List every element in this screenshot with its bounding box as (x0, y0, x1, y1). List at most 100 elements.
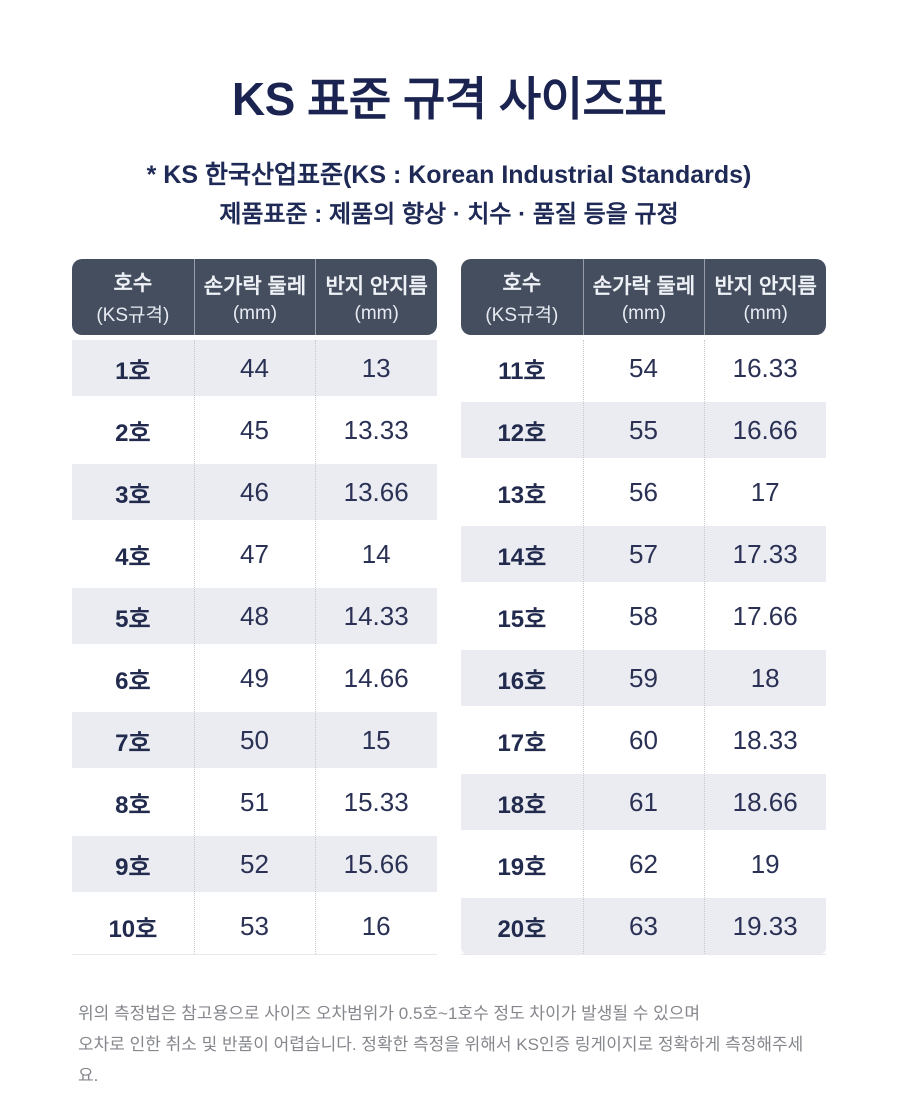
table-row: 17호 60 18.33 (461, 712, 826, 769)
subtitle-ks-definition: * KS 한국산업표준(KS : Korean Industrial Stand… (146, 161, 752, 190)
table-row: 10호 53 16 (72, 898, 437, 955)
ring-size-cell: 11호 (498, 357, 546, 385)
ring-inner-diameter-cell: 15.66 (343, 848, 409, 879)
column-header-unit: (mm) (354, 302, 399, 324)
ring-size-cell: 19호 (497, 853, 547, 881)
table-body: 11호 54 16.33 12호 55 16.66 13호 56 17 14호 57 17.33 15호… (461, 340, 826, 956)
ring-inner-diameter-cell: 16.66 (732, 414, 798, 445)
finger-circumference-cell: 54 (629, 352, 658, 383)
table-row: 6호 49 14.66 (72, 650, 437, 707)
column-header-unit: (mm) (743, 302, 788, 324)
table-row: 15호 58 17.66 (461, 588, 826, 645)
ring-inner-diameter-cell: 14.33 (343, 600, 409, 631)
table-header-row: 호수 (KS규격) 손가락 둘레 (mm) 반지 안지름 (mm) (461, 259, 826, 336)
finger-circumference-cell: 53 (240, 910, 269, 941)
table-row: 12호 55 16.66 (461, 402, 826, 459)
finger-circumference-cell: 45 (240, 414, 269, 445)
table-row: 5호 48 14.33 (72, 588, 437, 645)
ring-inner-diameter-cell: 16.33 (732, 352, 798, 383)
ring-size-table: 호수 (KS규격) 손가락 둘레 (mm) 반지 안지름 (mm) 1호 44 13 2호 45 1… (72, 259, 437, 956)
column-header-label: 손가락 둘레 (203, 274, 307, 298)
column-header-circumference: 손가락 둘레 (mm) (582, 259, 705, 336)
ring-size-cell: 16호 (497, 667, 547, 695)
ring-inner-diameter-cell: 13.66 (343, 476, 409, 507)
finger-circumference-cell: 48 (240, 600, 269, 631)
footnote-line-2: 오차로 인한 취소 및 반품이 어렵습니다. 정확한 측정을 위해서 KS인증 … (78, 1034, 804, 1085)
finger-circumference-cell: 59 (629, 662, 658, 693)
finger-circumference-cell: 44 (240, 352, 269, 383)
column-header-label: 손가락 둘레 (592, 274, 696, 298)
ring-size-cell: 3호 (115, 481, 151, 509)
finger-circumference-cell: 51 (240, 786, 269, 817)
column-divider (193, 340, 195, 955)
ring-size-cell: 13호 (497, 481, 547, 509)
ring-inner-diameter-cell: 17.66 (732, 600, 798, 631)
ring-size-cell: 17호 (497, 729, 547, 757)
column-header-diameter: 반지 안지름 (mm) (704, 259, 826, 336)
ring-size-cell: 8호 (115, 791, 151, 819)
finger-circumference-cell: 61 (629, 786, 658, 817)
ring-size-cell: 2호 (115, 419, 151, 447)
table-row: 4호 47 14 (72, 526, 437, 583)
ring-size-infographic: KS 표준 규격 사이즈표 * KS 한국산업표준(KS : Korean In… (0, 72, 898, 1093)
finger-circumference-cell: 63 (629, 910, 658, 941)
table-row: 2호 45 13.33 (72, 402, 437, 459)
ring-inner-diameter-cell: 18 (750, 662, 780, 693)
column-header-diameter: 반지 안지름 (mm) (315, 259, 437, 336)
column-header-size: 호수 (KS규격) (461, 259, 583, 335)
column-divider (704, 340, 706, 955)
table-row: 18호 61 18.66 (461, 774, 826, 831)
footnote: 위의 측정법은 참고용으로 사이즈 오차범위가 0.5호~1호수 정도 차이가 … (0, 999, 898, 1091)
footnote-line-1: 위의 측정법은 참고용으로 사이즈 오차범위가 0.5호~1호수 정도 차이가 … (78, 1004, 701, 1024)
finger-circumference-cell: 49 (240, 662, 269, 693)
ring-size-cell: 5호 (115, 605, 151, 633)
ring-size-cell: 6호 (115, 667, 151, 695)
ring-inner-diameter-cell: 14.66 (343, 662, 409, 693)
finger-circumference-cell: 60 (629, 724, 658, 755)
column-header-label: 반지 안지름 (714, 274, 817, 298)
column-divider (315, 340, 317, 955)
ring-inner-diameter-cell: 19.33 (732, 910, 798, 941)
column-header-label: 호수 (502, 272, 542, 296)
column-header-label: 호수 (113, 272, 153, 296)
ring-size-cell: 7호 (115, 729, 151, 757)
table-row: 14호 57 17.33 (461, 526, 826, 583)
ring-inner-diameter-cell: 17.33 (732, 538, 798, 569)
ring-inner-diameter-cell: 15.33 (343, 786, 409, 817)
finger-circumference-cell: 58 (629, 600, 658, 631)
column-header-label: 반지 안지름 (325, 274, 428, 298)
table-row: 19호 62 19 (461, 836, 826, 893)
size-tables-container: 호수 (KS규격) 손가락 둘레 (mm) 반지 안지름 (mm) 1호 44 13 2호 45 1… (0, 259, 898, 956)
ring-inner-diameter-cell: 14 (361, 538, 391, 569)
ring-size-cell: 12호 (497, 419, 547, 447)
ring-inner-diameter-cell: 19 (750, 848, 780, 879)
ring-inner-diameter-cell: 18.33 (732, 724, 798, 755)
ring-size-cell: 1호 (115, 357, 151, 385)
table-row: 1호 44 13 (72, 340, 437, 397)
table-row: 11호 54 16.33 (461, 340, 826, 397)
table-row: 20호 63 19.33 (461, 898, 826, 955)
ring-inner-diameter-cell: 13 (361, 352, 391, 383)
ring-size-cell: 4호 (115, 543, 151, 571)
ring-size-cell: 14호 (497, 543, 547, 571)
column-divider (582, 340, 584, 955)
finger-circumference-cell: 56 (629, 476, 658, 507)
subtitle-product-standard: 제품표준 : 제품의 향상 · 치수 · 품질 등을 규정 (219, 200, 679, 228)
ring-size-cell: 18호 (497, 791, 547, 819)
finger-circumference-cell: 62 (629, 848, 658, 879)
table-row: 7호 50 15 (72, 712, 437, 769)
finger-circumference-cell: 50 (240, 724, 269, 755)
ring-inner-diameter-cell: 13.33 (343, 414, 409, 445)
table-body: 1호 44 13 2호 45 13.33 3호 46 13.66 4호 47 14 5호 48 14.33 6… (72, 340, 437, 956)
column-header-unit: (KS규격) (485, 305, 559, 327)
column-header-size: 호수 (KS규격) (72, 259, 194, 335)
table-row: 13호 56 17 (461, 464, 826, 521)
ring-inner-diameter-cell: 16 (361, 910, 391, 941)
column-header-circumference: 손가락 둘레 (mm) (193, 259, 316, 336)
ring-inner-diameter-cell: 18.66 (732, 786, 798, 817)
finger-circumference-cell: 47 (240, 538, 269, 569)
finger-circumference-cell: 46 (240, 476, 269, 507)
ring-inner-diameter-cell: 15 (361, 724, 391, 755)
table-row: 3호 46 13.66 (72, 464, 437, 521)
finger-circumference-cell: 57 (629, 538, 658, 569)
